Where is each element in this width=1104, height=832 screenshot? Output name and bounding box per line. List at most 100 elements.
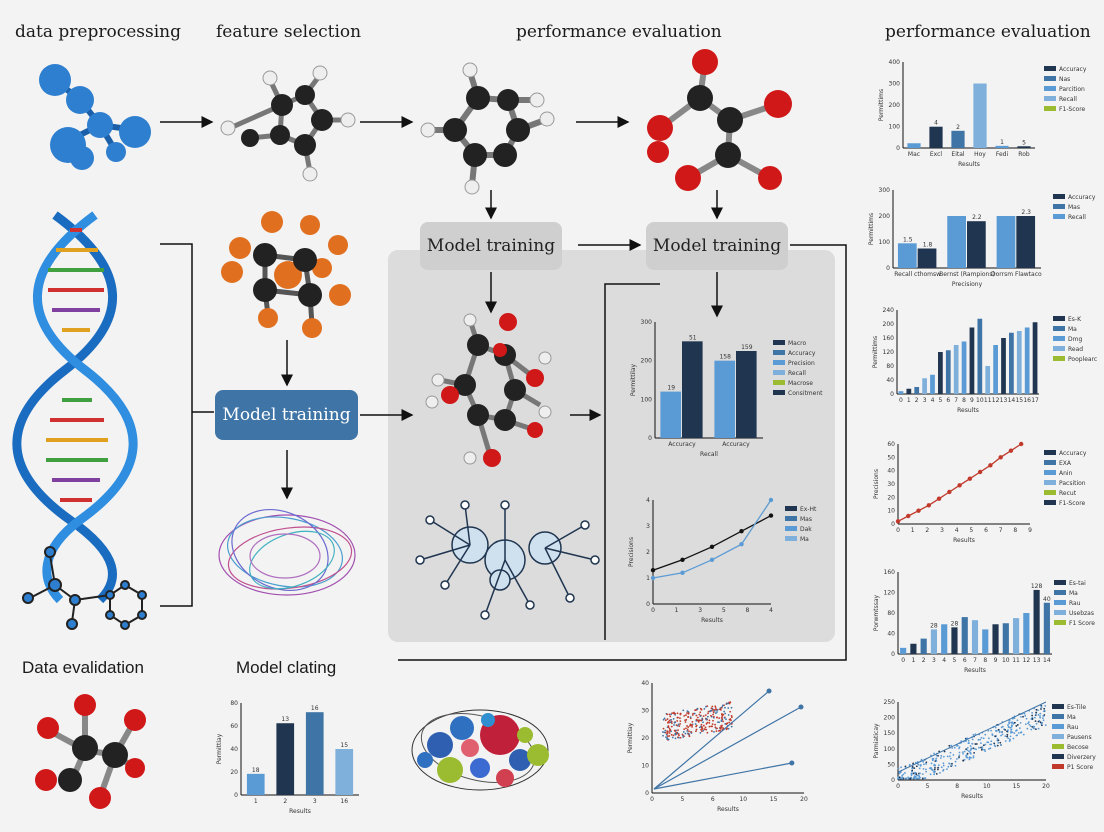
scatter-point (700, 723, 703, 726)
scatter-point (1013, 732, 1016, 734)
scatter-point (925, 761, 928, 764)
trend-line (653, 690, 770, 790)
bracket-chart (604, 283, 660, 640)
protein-blob (411, 709, 549, 791)
scatter-point (935, 772, 938, 775)
scatter-point (683, 714, 686, 717)
model-training-box-grey-1[interactable]: Model training (420, 222, 562, 270)
y-tick-label: 0 (648, 435, 652, 442)
scatter-point (705, 722, 708, 725)
scatter-point (1035, 711, 1038, 714)
data-label: 13 (281, 716, 289, 723)
x-tick-label: 16 (1023, 397, 1031, 404)
scatter-point (1028, 723, 1031, 726)
scatter-point (727, 727, 730, 730)
legend-entry: Pausens (1067, 734, 1092, 741)
scatter-point (697, 720, 700, 722)
scatter-point (1000, 731, 1003, 734)
scatter-point (716, 708, 719, 711)
scatter-point (916, 774, 919, 777)
x-tick-label: 2 (925, 527, 929, 534)
scatter-point (722, 720, 724, 723)
scatter-point (1027, 721, 1030, 723)
x-tick-label: 0 (901, 657, 905, 664)
data-point (739, 542, 744, 547)
bar (900, 647, 907, 654)
y-tick-label: 0 (891, 651, 895, 658)
scatter-point (677, 729, 679, 732)
scatter-point (972, 756, 975, 759)
legend-swatch (1054, 620, 1066, 625)
scatter-point (670, 718, 672, 721)
scatter-point (727, 714, 730, 716)
scatter-point (700, 708, 703, 711)
scatter-point (724, 712, 727, 715)
y-tick-label: 20 (641, 735, 649, 742)
scatter-point (1035, 713, 1037, 716)
scatter-point (712, 719, 714, 722)
scatter-point (1040, 706, 1043, 709)
scatter-point (1012, 722, 1015, 725)
model-training-box-grey-2[interactable]: Model training (646, 222, 788, 270)
scatter-point (1041, 717, 1044, 720)
scatter-point (1012, 737, 1015, 740)
scatter-point (942, 755, 945, 758)
legend-entry: F1-Score (1059, 500, 1086, 507)
x-tick-label: 13 (1000, 397, 1008, 404)
model-training-box-blue[interactable]: Model training (215, 390, 358, 440)
scatter-point (922, 767, 925, 770)
scatter-point (684, 721, 687, 723)
scatter-point (699, 711, 702, 714)
series-line (652, 515, 772, 571)
y-tick-label: 30 (887, 481, 895, 488)
scatter-point (722, 727, 725, 729)
legend-entry: Pacsition (1059, 480, 1086, 487)
scatter-point (997, 728, 1000, 731)
scatter-point (1027, 722, 1029, 725)
legend-entry: Consitment (788, 390, 823, 397)
scatter-point (679, 720, 682, 723)
x-tick-label: 9 (1028, 527, 1032, 534)
scatter-point (666, 735, 669, 738)
x-tick-label: 7 (954, 397, 958, 404)
bar (335, 749, 354, 795)
y-axis-label: Parmiaticay (873, 723, 880, 759)
scatter-point (970, 747, 973, 750)
scatter-point (676, 716, 679, 719)
x-tick-label: 1 (675, 607, 679, 614)
trend-end (798, 704, 804, 710)
x-tick-label: 0 (899, 397, 903, 404)
legend-swatch (1044, 460, 1056, 465)
legend-entry: Nas (1059, 76, 1070, 83)
data-point (906, 513, 911, 519)
scatter-point (984, 743, 987, 746)
scatter-point (1024, 723, 1027, 725)
legend-swatch (785, 516, 797, 521)
scatter-point (930, 768, 933, 770)
bar (914, 387, 920, 394)
y-tick-label: 10 (641, 763, 649, 770)
scatter-point (730, 719, 732, 722)
legend-swatch (773, 380, 785, 385)
scatter-point (708, 725, 711, 728)
x-tick-label: 0 (896, 527, 900, 534)
legend-entry: Es-Tile (1067, 704, 1086, 711)
x-tick-label: 4 (955, 527, 959, 534)
scatter-point (913, 775, 916, 778)
bar (961, 341, 967, 394)
scatter-point (958, 746, 961, 749)
data-label: 128 (1031, 583, 1043, 590)
scatter-point (677, 736, 680, 739)
x-tick-label: 12 (1023, 657, 1031, 664)
y-tick-label: 160 (883, 335, 895, 342)
scatter-point (707, 712, 709, 715)
scatter-point (1007, 729, 1009, 731)
series-line (652, 499, 772, 579)
trend-line (653, 706, 802, 790)
scatter-point (686, 730, 689, 732)
bar (945, 350, 951, 394)
x-tick-label: 15 (1013, 783, 1021, 790)
scatter-point (710, 707, 713, 710)
x-tick-label: 8 (745, 607, 749, 614)
chart-center-bar: 0 100 200 300 Permittilay Recall Macro Accuracy… (630, 319, 823, 458)
